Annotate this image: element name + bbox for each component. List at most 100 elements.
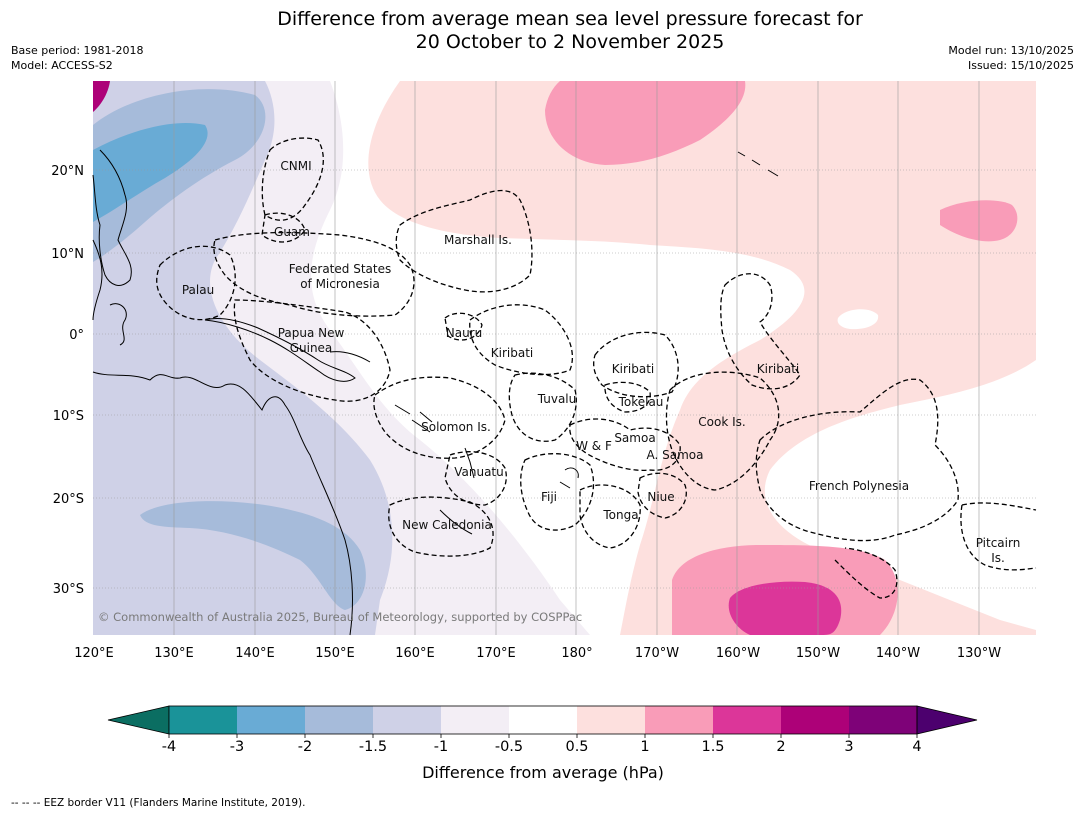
eez-png: [233, 299, 391, 402]
colorbar-tick: -4: [162, 739, 176, 755]
solomon-coast: [394, 404, 433, 433]
new-britain: [329, 351, 371, 363]
australia-coast: [92, 371, 353, 636]
lon-tick: 150°E: [315, 646, 355, 661]
label-pitcairn-1: Pitcairn: [976, 536, 1021, 550]
colorbar-title: Difference from average (hPa): [422, 763, 664, 782]
label-solomon: Solomon Is.: [421, 420, 491, 434]
label-french-polynesia: French Polynesia: [809, 479, 909, 493]
label-fiji: Fiji: [541, 490, 557, 504]
neutral-hole-central: [716, 274, 772, 324]
label-palau: Palau: [182, 283, 214, 297]
lat-tick: 0°: [69, 328, 84, 343]
eez-tokelau: [604, 381, 651, 413]
eez-borders: [156, 137, 1037, 599]
lat-tick: 20°N: [51, 164, 84, 179]
issued-date: Issued: 15/10/2025: [967, 59, 1074, 72]
eez-tuvalu: [508, 372, 577, 442]
lon-tick: 130°W: [957, 646, 1001, 661]
colorbar-tick: 0.5: [565, 739, 588, 755]
model-run: Model run: 13/10/2025: [948, 44, 1074, 57]
colorbar-tick: 2: [776, 739, 785, 755]
lon-tick: 120°E: [74, 646, 114, 661]
anomaly-field: [93, 81, 1036, 635]
png-coast: [204, 317, 356, 382]
label-marshall: Marshall Is.: [444, 233, 512, 247]
title-line-2: 20 October to 2 November 2025: [415, 31, 725, 53]
label-tonga: Tonga: [602, 508, 638, 522]
label-kiribati-east: Kiribati: [757, 362, 799, 376]
eez-fiji: [520, 453, 595, 531]
colorbar-tick: 4: [912, 739, 921, 755]
meta-right: Model run: 13/10/2025 Issued: 15/10/2025: [948, 43, 1074, 73]
borneo-coast: [92, 239, 103, 321]
anomaly-zone-minus-1: [93, 81, 393, 635]
anomaly-zone-minus-15-south: [140, 501, 366, 610]
colorbar-swatch: [713, 706, 781, 734]
lon-tick: 140°W: [876, 646, 920, 661]
colorbar-swatch: [237, 706, 305, 734]
colorbar-swatch: [849, 706, 917, 734]
lon-tick: 180°: [561, 646, 592, 661]
colorbar-tick: -1: [434, 739, 448, 755]
lat-tick: 30°S: [53, 582, 84, 597]
label-png-2: Guinea: [290, 341, 333, 355]
eez-solomon: [373, 376, 506, 459]
eez-new-caledonia: [388, 496, 494, 557]
colorbar-tick: -0.5: [495, 739, 523, 755]
label-kiribati-central: Kiribati: [612, 362, 654, 376]
neutral-hole-east: [837, 309, 879, 330]
label-kiribati-west: Kiribati: [491, 346, 533, 360]
colorbar-swatch: [441, 706, 509, 734]
lat-tick: 20°S: [53, 492, 84, 507]
colorbar-swatch: [509, 706, 577, 734]
colorbar-tick: 3: [844, 739, 853, 755]
lon-tick: 170°W: [635, 646, 679, 661]
label-wallis-futuna: W & F: [576, 439, 612, 453]
eez-french-polynesia: [755, 378, 959, 542]
new-caledonia-coast: [439, 509, 473, 535]
anomaly-zone-plus-1-east: [940, 200, 1018, 242]
lon-tick: 160°E: [395, 646, 435, 661]
lon-tick: 140°E: [235, 646, 275, 661]
colorbar-frame: [168, 705, 918, 735]
anomaly-zone-plus-1-north: [545, 81, 746, 165]
vanuatu-coast: [464, 447, 475, 479]
colorbar-swatch: [781, 706, 849, 734]
eez-palau: [156, 245, 236, 321]
anomaly-zone-plus-05-north: [368, 81, 1036, 635]
label-vanuatu: Vanuatu: [454, 465, 504, 479]
colorbar-swatch: [373, 706, 441, 734]
philippines-coast: [92, 149, 132, 286]
label-tuvalu: Tuvalu: [537, 392, 577, 406]
copyright-notice: © Commonwealth of Australia 2025, Bureau…: [98, 610, 582, 624]
colorbar-swatch: [305, 706, 373, 734]
hawaii-coast: [737, 151, 779, 177]
colorbar-tick: -3: [230, 739, 244, 755]
title-line-1: Difference from average mean sea level p…: [277, 8, 863, 30]
lon-tick: 170°E: [476, 646, 516, 661]
label-new-caledonia: New Caledonia: [402, 518, 492, 532]
colorbar-extend-high: [916, 705, 978, 735]
eez-wf-samoa: [569, 418, 681, 471]
graticule: [93, 81, 1036, 635]
lon-tick: 130°E: [154, 646, 194, 661]
eez-footnote: -- -- -- EEZ border V11 (Flanders Marine…: [11, 797, 306, 809]
colorbar-tick: 1.5: [701, 739, 724, 755]
label-cnmi: CNMI: [280, 159, 311, 173]
label-pitcairn-2: Is.: [991, 551, 1005, 565]
anomaly-zone-plus-3-corner: [93, 81, 110, 112]
lat-tick: 10°S: [53, 409, 84, 424]
colorbar-tick: -1.5: [359, 739, 387, 755]
eez-nauru: [444, 312, 483, 341]
eez-cook: [665, 371, 780, 491]
colorbar-swatch: [645, 706, 713, 734]
label-samoa: Samoa: [614, 431, 655, 445]
label-guam: Guam: [274, 225, 310, 239]
label-png-1: Papua New: [278, 326, 345, 340]
lon-tick: 160°W: [716, 646, 760, 661]
base-period: Base period: 1981-2018: [11, 44, 144, 57]
chart-title: Difference from average mean sea level p…: [0, 8, 1085, 54]
eez-vanuatu: [444, 451, 507, 506]
